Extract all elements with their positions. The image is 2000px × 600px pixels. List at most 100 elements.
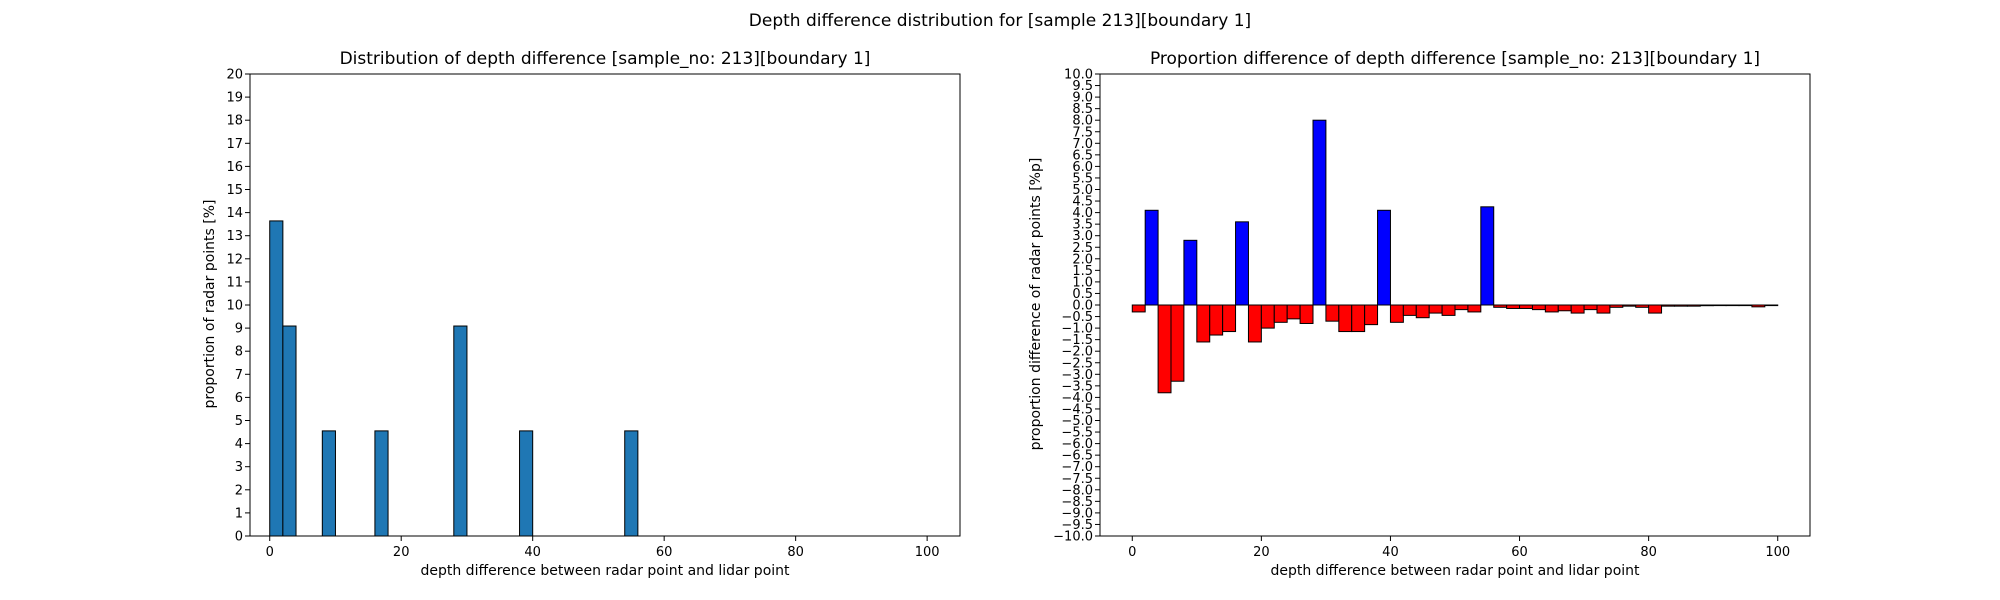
right-y-tick-label: −9.0 xyxy=(1061,506,1093,521)
right-bar xyxy=(1222,304,1237,333)
right-y-tick-label: −8.0 xyxy=(1061,483,1093,498)
right-bar xyxy=(1389,304,1404,323)
left-bars xyxy=(269,220,639,537)
right-x-ticks: 0 20 40 60 80 100 xyxy=(1128,536,1790,560)
right-y-tick-label: 7.0 xyxy=(1072,137,1093,152)
right-bar xyxy=(1661,304,1675,307)
right-bar xyxy=(1699,304,1714,307)
right-y-tick-label: 9.0 xyxy=(1072,91,1093,106)
left-x-tick-label: 40 xyxy=(524,545,541,560)
left-plot-frame xyxy=(249,73,961,537)
right-bar xyxy=(1183,239,1198,306)
right-bar xyxy=(1519,304,1533,309)
right-y-tick-label: −5.5 xyxy=(1061,426,1093,441)
right-y-tick-label: 7.5 xyxy=(1072,125,1093,140)
right-bar xyxy=(1377,209,1391,306)
left-y-tick-label: 9 xyxy=(235,322,243,337)
left-y-axis-label: proportion of radar points [%] xyxy=(202,199,218,408)
right-x-tick-label: 60 xyxy=(1511,545,1528,560)
right-y-tick-label: 10.0 xyxy=(1064,68,1093,83)
right-y-tick-label: 2.5 xyxy=(1072,241,1093,256)
right-y-tick-label: −4.0 xyxy=(1061,391,1093,406)
right-bar xyxy=(1622,304,1637,307)
right-bar xyxy=(1209,304,1224,336)
right-bar xyxy=(1635,304,1650,308)
left-y-tick-label: 1 xyxy=(235,506,243,521)
right-y-tick-label: 6.0 xyxy=(1072,160,1093,175)
right-x-tick-label: 100 xyxy=(1765,545,1790,560)
right-bar xyxy=(1364,304,1379,326)
right-y-tick-label: −7.0 xyxy=(1061,460,1093,475)
right-y-tick-label: −6.0 xyxy=(1061,437,1093,452)
left-bar xyxy=(282,325,297,537)
right-bar xyxy=(1273,304,1288,323)
right-bar xyxy=(1493,304,1508,308)
right-y-tick-label: −0.5 xyxy=(1061,310,1093,325)
right-y-axis-label: proportion difference of radar points [%… xyxy=(1028,158,1044,451)
left-y-tick-label: 18 xyxy=(226,114,243,129)
right-difference-panel: Proportion difference of depth differenc… xyxy=(1028,49,1811,579)
left-x-tick-label: 100 xyxy=(915,545,940,560)
right-bar xyxy=(1531,304,1546,311)
left-y-tick-label: 11 xyxy=(226,275,243,290)
right-bar xyxy=(1648,304,1663,314)
right-y-tick-label: 6.5 xyxy=(1072,148,1093,163)
right-bar xyxy=(1609,304,1624,308)
right-y-tick-label: −8.5 xyxy=(1061,495,1093,510)
right-y-tick-label: 9.5 xyxy=(1072,79,1093,94)
right-chart-title: Proportion difference of depth differenc… xyxy=(1150,49,1760,69)
right-y-tick-label: −7.5 xyxy=(1061,472,1093,487)
right-bar xyxy=(1725,304,1740,307)
right-y-tick-label: −3.5 xyxy=(1061,379,1093,394)
right-bar xyxy=(1751,304,1766,308)
right-y-tick-label: 0.5 xyxy=(1072,287,1093,302)
right-bar xyxy=(1286,304,1301,320)
right-bar xyxy=(1299,304,1314,324)
left-y-tick-label: 16 xyxy=(226,160,243,175)
left-y-tick-label: 7 xyxy=(235,368,243,383)
right-plot-frame xyxy=(1099,73,1811,537)
left-y-tick-label: 14 xyxy=(226,206,243,221)
right-y-tick-label: 4.0 xyxy=(1072,206,1093,221)
right-y-tick-label: 3.0 xyxy=(1072,229,1093,244)
right-y-tick-label: 8.0 xyxy=(1072,114,1093,129)
right-bar xyxy=(1764,304,1779,307)
right-y-tick-label: 8.5 xyxy=(1072,102,1093,117)
right-bar xyxy=(1312,119,1327,306)
right-bar xyxy=(1467,304,1482,313)
left-y-tick-label: 17 xyxy=(226,137,243,152)
right-bar xyxy=(1144,209,1159,306)
right-bar xyxy=(1557,304,1572,312)
right-bar xyxy=(1157,304,1172,394)
left-x-tick-label: 60 xyxy=(656,545,673,560)
left-x-tick-label: 80 xyxy=(787,545,804,560)
right-bar xyxy=(1596,304,1611,314)
right-y-tick-label: −1.5 xyxy=(1061,333,1093,348)
right-y-tick-label: 1.5 xyxy=(1072,264,1093,279)
left-histogram-panel: Distribution of depth difference [sample… xyxy=(202,49,961,579)
left-y-tick-label: 0 xyxy=(235,530,243,545)
left-y-tick-label: 8 xyxy=(235,345,243,360)
right-bar xyxy=(1247,304,1262,343)
right-y-tick-label: −5.0 xyxy=(1061,414,1093,429)
left-y-tick-label: 2 xyxy=(235,483,243,498)
right-bar xyxy=(1712,304,1727,307)
left-y-tick-label: 20 xyxy=(226,68,243,83)
left-bar xyxy=(269,220,284,537)
right-x-tick-label: 80 xyxy=(1640,545,1657,560)
left-y-tick-label: 15 xyxy=(226,183,243,198)
left-y-tick-label: 5 xyxy=(235,414,243,429)
right-y-tick-label: −2.0 xyxy=(1061,345,1093,360)
right-bar xyxy=(1570,304,1585,314)
left-bar xyxy=(624,430,639,537)
right-bar xyxy=(1673,304,1688,307)
left-y-tick-label: 10 xyxy=(226,299,243,314)
right-bar xyxy=(1170,304,1185,382)
left-x-tick-label: 0 xyxy=(266,545,274,560)
right-y-tick-label: −9.5 xyxy=(1061,518,1093,533)
right-y-ticks: −10.0−9.5−9.0−8.5−8.0−7.5−7.0−6.5−6.0−5.… xyxy=(1053,68,1100,545)
left-bar xyxy=(321,430,336,537)
left-bar xyxy=(519,430,534,537)
right-bar xyxy=(1583,304,1598,311)
